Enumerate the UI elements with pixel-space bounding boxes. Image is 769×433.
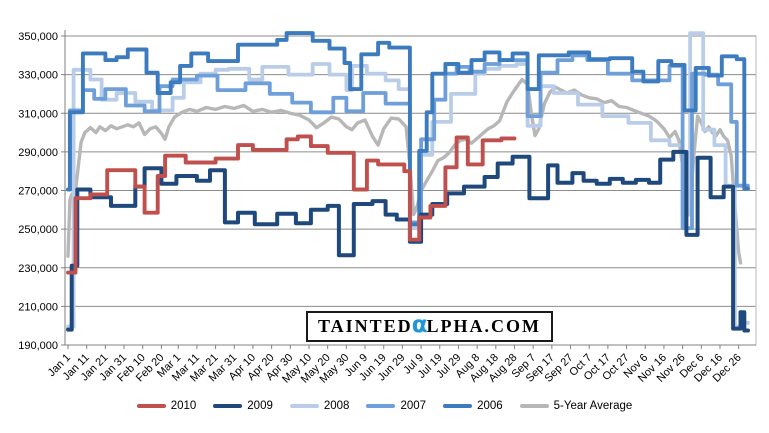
y-axis-label: 350,000 [18,31,58,43]
legend-swatch [136,403,166,409]
series-line-2010 [66,134,517,275]
chart-legend: 2010 2009 2008 2007 2006 5-Year Average [0,400,769,412]
legend-item-2009: 2009 [213,400,273,412]
watermark-taintedalpha: TAINTED α LPHA.COM [306,311,553,342]
watermark-text-pre: TAINTED [318,316,413,336]
legend-item-2008: 2008 [289,400,350,412]
y-axis-label: 210,000 [18,301,58,313]
y-axis-label: 290,000 [18,147,58,159]
legend-item-5-year-average: 5-Year Average [519,400,633,412]
watermark-text-post: LPHA.COM [426,316,541,336]
legend-swatch [289,403,319,409]
legend-label: 2008 [323,400,350,412]
y-axis-label: 330,000 [18,70,58,82]
series-line-5-year-average [66,77,743,265]
y-axis-label: 190,000 [18,340,58,352]
y-axis-label: 310,000 [18,108,58,120]
series-line-2006 [66,31,750,227]
legend-swatch [213,403,243,409]
legend-label: 2010 [170,400,197,412]
y-axis-label: 270,000 [18,186,58,198]
y-axis-label: 250,000 [18,224,58,236]
legend-label: 2006 [477,400,503,412]
legend-label: 5-Year Average [553,400,633,412]
watermark-alpha-glyph: α [411,312,428,338]
legend-item-2007: 2007 [366,400,426,412]
legend-label: 2009 [247,400,273,412]
legend-swatch [519,403,549,409]
legend-swatch [366,403,396,409]
legend-swatch [443,403,473,409]
legend-label: 2007 [400,400,427,412]
series-line-2008 [66,31,750,329]
legend-item-2010: 2010 [136,400,197,412]
legend-item-2006: 2006 [443,400,503,412]
y-axis-label: 230,000 [18,263,58,275]
